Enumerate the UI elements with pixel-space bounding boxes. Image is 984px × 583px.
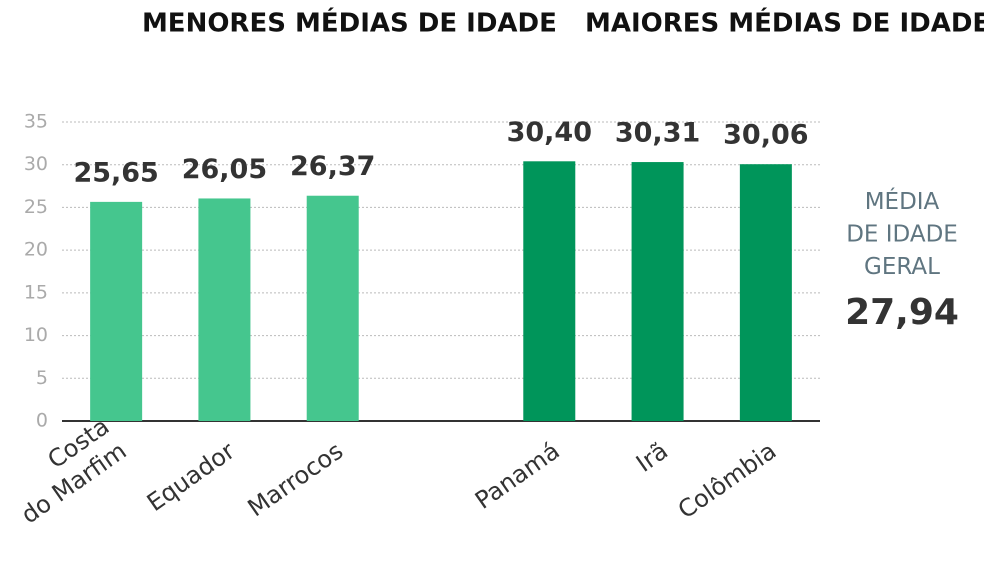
group-heading: MENORES MÉDIAS DE IDADE <box>142 7 557 39</box>
value-label: 30,31 <box>615 118 700 149</box>
bar <box>90 201 143 421</box>
value-label: 25,65 <box>73 157 158 188</box>
x-tick-label: Colômbia <box>673 437 781 525</box>
x-tick-label-group: Costado Marfim <box>0 412 132 529</box>
x-tick-label: Equador <box>142 437 240 517</box>
group-heading: MAIORES MÉDIAS DE IDADE <box>585 7 984 39</box>
x-tick-label: Costado Marfim <box>0 412 132 529</box>
average-label: MÉDIA DE IDADE GERAL <box>846 187 958 280</box>
x-tick-label: Irã <box>631 437 673 478</box>
bar <box>523 161 576 421</box>
y-tick-label: 0 <box>36 410 48 432</box>
y-tick-label: 35 <box>24 111 48 133</box>
x-tick-label-group: Irã <box>631 437 673 478</box>
value-label: 26,37 <box>290 151 375 182</box>
y-tick-label: 30 <box>24 153 48 175</box>
bar <box>739 164 792 421</box>
bar <box>631 162 684 422</box>
x-tick-label-group: Panamá <box>470 437 565 515</box>
y-tick-label: 20 <box>24 239 48 261</box>
x-tick-label-group: Marrocos <box>243 437 349 523</box>
value-label: 26,05 <box>182 154 267 185</box>
x-tick-label-group: Colômbia <box>673 437 781 525</box>
x-tick-label: Panamá <box>470 437 565 515</box>
value-label: 30,06 <box>723 120 808 151</box>
x-tick-label: Marrocos <box>243 437 349 523</box>
y-tick-label: 15 <box>24 281 48 303</box>
value-label: 30,40 <box>507 117 592 148</box>
y-tick-label: 25 <box>24 196 48 218</box>
x-tick-label-group: Equador <box>142 437 240 517</box>
y-tick-label: 10 <box>24 324 48 346</box>
y-tick-label: 5 <box>36 367 48 389</box>
bar <box>306 195 359 421</box>
average-value: 27,94 <box>845 292 959 333</box>
bar <box>198 198 251 421</box>
